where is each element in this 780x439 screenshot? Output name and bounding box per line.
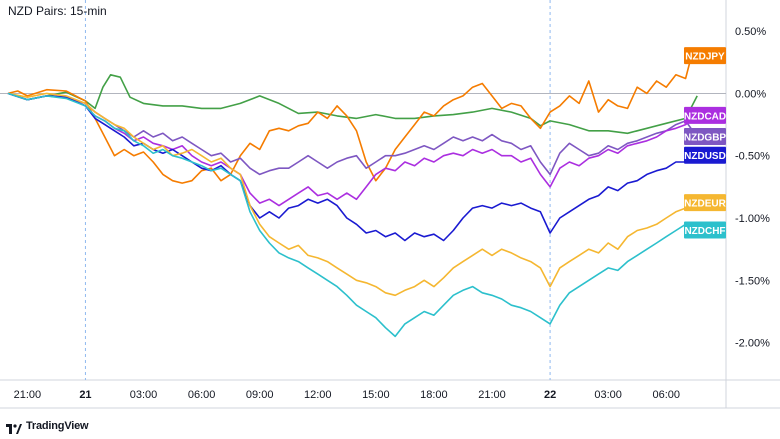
x-axis[interactable]: 21:00 21 03:00 06:00 09:00 12:00 15:00 18:00 21:… xyxy=(14,389,680,401)
series-label-text: NZDCHF xyxy=(684,226,725,237)
series-label-nzdcad: NZDCAD xyxy=(684,106,726,124)
y-axis[interactable]: 0.50% 0.00% -0.50% -1.00% -1.50% -2.00% xyxy=(735,26,770,349)
x-tick-label: 09:00 xyxy=(246,389,274,401)
series-label-nzdjpy: NZDJPY xyxy=(684,47,726,65)
x-tick-label: 03:00 xyxy=(594,389,622,401)
series-label-nzdusd: NZDUSD xyxy=(684,146,726,164)
x-tick-label: 21:00 xyxy=(14,389,42,401)
series-line-nzdgbp[interactable] xyxy=(7,92,698,176)
y-tick-label: 0.00% xyxy=(735,88,766,100)
series-label-text: NZDGBP xyxy=(684,133,727,144)
x-tick-label: 21 xyxy=(79,389,91,401)
tradingview-brand-text: TradingView xyxy=(26,420,89,432)
y-tick-label: 0.50% xyxy=(735,26,766,38)
x-tick-label: 12:00 xyxy=(304,389,332,401)
series-line-nzdchf[interactable] xyxy=(7,92,698,338)
x-tick-label: 03:00 xyxy=(130,389,158,401)
y-tick-label: -0.50% xyxy=(735,151,770,163)
chart-title: NZD Pairs: 15-min xyxy=(8,4,107,18)
series-label-nzdchf: NZDCHF xyxy=(684,221,726,239)
series-line-nzdusd[interactable] xyxy=(7,92,698,242)
x-tick-label: 22 xyxy=(544,389,556,401)
series-label-text: NZDCAD xyxy=(684,111,726,122)
y-tick-label: -2.00% xyxy=(735,338,770,350)
x-tick-label: 06:00 xyxy=(188,389,216,401)
tradingview-branding[interactable]: TradingView xyxy=(6,418,89,434)
series-label-text: NZDJPY xyxy=(685,52,725,63)
series-labels: NZDJPY NZDCAD NZDGBP NZDUSD NZDEUR NZDCHF xyxy=(684,47,727,239)
series-label-text: NZDEUR xyxy=(684,199,726,210)
series-line-nzdaud[interactable] xyxy=(7,74,698,135)
series-layer xyxy=(7,55,698,338)
x-tick-label: 21:00 xyxy=(478,389,506,401)
tradingview-logo-icon xyxy=(6,421,22,434)
series-line-nzdcad[interactable] xyxy=(7,92,698,207)
x-tick-label: 18:00 xyxy=(420,389,448,401)
series-label-text: NZDUSD xyxy=(684,151,726,162)
x-tick-label: 06:00 xyxy=(652,389,680,401)
series-label-nzdeur: NZDEUR xyxy=(684,194,727,212)
y-tick-label: -1.00% xyxy=(735,213,770,225)
y-tick-label: -1.50% xyxy=(735,275,770,287)
chart-grid xyxy=(0,0,780,409)
series-line-nzdjpy[interactable] xyxy=(7,55,693,184)
x-tick-label: 15:00 xyxy=(362,389,390,401)
series-line-nzdeur[interactable] xyxy=(7,92,698,297)
series-label-nzdgbp: NZDGBP xyxy=(684,128,727,146)
